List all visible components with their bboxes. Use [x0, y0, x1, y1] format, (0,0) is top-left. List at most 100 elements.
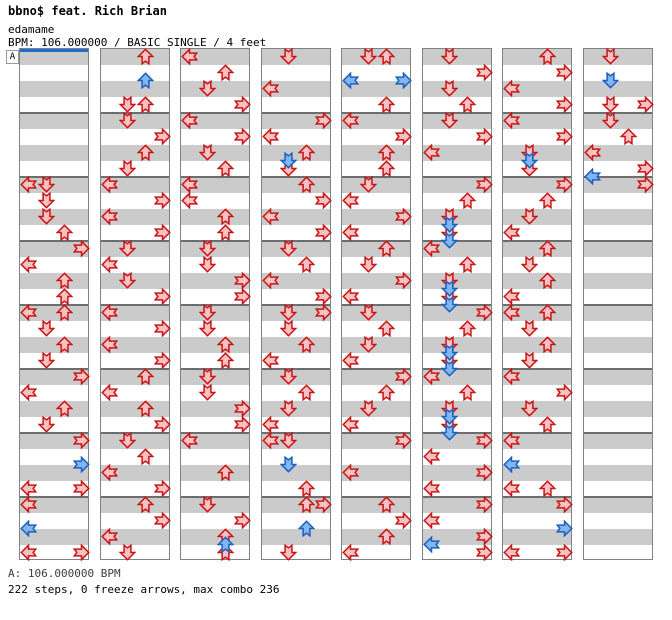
red-down-arrow-icon — [198, 496, 216, 513]
red-down-arrow-icon — [520, 208, 538, 225]
red-down-arrow-icon — [198, 320, 216, 337]
measure-line — [423, 112, 491, 114]
red-right-arrow-icon — [73, 432, 90, 449]
red-up-arrow-icon — [55, 400, 73, 417]
measure-line — [181, 112, 249, 114]
measure-line — [503, 240, 571, 242]
red-right-arrow-icon — [556, 544, 573, 561]
measure-line — [342, 112, 410, 114]
blue-down-arrow-icon — [279, 456, 297, 473]
measure-line — [20, 496, 88, 498]
red-left-arrow-icon — [342, 544, 360, 561]
measure-line — [181, 304, 249, 306]
red-right-arrow-icon — [395, 432, 412, 449]
red-down-arrow-icon — [601, 112, 619, 129]
red-up-arrow-icon — [55, 224, 73, 241]
red-down-arrow-icon — [118, 272, 136, 289]
bpm-marker-label: A — [6, 50, 19, 64]
red-right-arrow-icon — [315, 288, 332, 305]
blue-left-arrow-icon — [584, 168, 602, 185]
red-up-arrow-icon — [297, 256, 315, 273]
red-left-arrow-icon — [423, 480, 441, 497]
measure-line — [584, 176, 652, 178]
chart-column-8 — [583, 48, 653, 560]
red-right-arrow-icon — [476, 432, 493, 449]
red-right-arrow-icon — [234, 128, 251, 145]
red-right-arrow-icon — [556, 64, 573, 81]
red-up-arrow-icon — [538, 48, 556, 65]
red-down-arrow-icon — [37, 208, 55, 225]
footer-bpm-line: A: 106.000000 BPM — [8, 567, 121, 580]
red-down-arrow-icon — [359, 176, 377, 193]
red-right-arrow-icon — [476, 176, 493, 193]
red-left-arrow-icon — [262, 128, 280, 145]
red-left-arrow-icon — [101, 528, 119, 545]
red-up-arrow-icon — [136, 96, 154, 113]
red-left-arrow-icon — [181, 176, 199, 193]
measure-line — [262, 368, 330, 370]
red-up-arrow-icon — [538, 416, 556, 433]
blue-down-arrow-icon — [520, 152, 538, 169]
measure-line — [503, 304, 571, 306]
blue-down-arrow-icon — [440, 216, 458, 233]
red-down-arrow-icon — [198, 384, 216, 401]
red-right-arrow-icon — [556, 96, 573, 113]
red-right-arrow-icon — [395, 272, 412, 289]
red-right-arrow-icon — [476, 464, 493, 481]
red-up-arrow-icon — [136, 144, 154, 161]
blue-up-arrow-icon — [136, 72, 154, 89]
red-right-arrow-icon — [234, 400, 251, 417]
blue-down-arrow-icon — [279, 152, 297, 169]
red-down-arrow-icon — [440, 112, 458, 129]
red-up-arrow-icon — [619, 128, 637, 145]
red-down-arrow-icon — [37, 320, 55, 337]
red-right-arrow-icon — [556, 496, 573, 513]
red-left-arrow-icon — [262, 352, 280, 369]
red-left-arrow-icon — [20, 384, 38, 401]
red-down-arrow-icon — [520, 320, 538, 337]
measure-line — [262, 240, 330, 242]
red-up-arrow-icon — [297, 384, 315, 401]
red-right-arrow-icon — [637, 160, 654, 177]
red-left-arrow-icon — [262, 416, 280, 433]
red-up-arrow-icon — [55, 336, 73, 353]
red-right-arrow-icon — [234, 416, 251, 433]
red-left-arrow-icon — [181, 192, 199, 209]
red-up-arrow-icon — [458, 384, 476, 401]
red-left-arrow-icon — [503, 304, 521, 321]
measure-line — [503, 112, 571, 114]
red-up-arrow-icon — [377, 528, 395, 545]
red-right-arrow-icon — [154, 320, 171, 337]
measure-line — [584, 112, 652, 114]
red-right-arrow-icon — [73, 480, 90, 497]
measure-line — [20, 432, 88, 434]
red-down-arrow-icon — [198, 240, 216, 257]
red-up-arrow-icon — [55, 272, 73, 289]
red-left-arrow-icon — [181, 112, 199, 129]
red-down-arrow-icon — [279, 240, 297, 257]
blue-down-arrow-icon — [440, 360, 458, 377]
measure-line — [262, 176, 330, 178]
measure-line — [262, 304, 330, 306]
red-right-arrow-icon — [476, 544, 493, 561]
red-left-arrow-icon — [20, 544, 38, 561]
measure-line — [181, 176, 249, 178]
chart-column-2 — [100, 48, 170, 560]
red-up-arrow-icon — [538, 480, 556, 497]
red-down-arrow-icon — [279, 368, 297, 385]
red-right-arrow-icon — [73, 368, 90, 385]
red-up-arrow-icon — [538, 272, 556, 289]
measure-line — [584, 368, 652, 370]
red-right-arrow-icon — [234, 288, 251, 305]
red-left-arrow-icon — [101, 336, 119, 353]
blue-up-arrow-icon — [216, 536, 234, 553]
red-left-arrow-icon — [503, 544, 521, 561]
measure-line — [101, 112, 169, 114]
red-up-arrow-icon — [136, 48, 154, 65]
measure-line — [342, 240, 410, 242]
red-down-arrow-icon — [279, 320, 297, 337]
red-down-arrow-icon — [440, 80, 458, 97]
red-left-arrow-icon — [503, 80, 521, 97]
red-up-arrow-icon — [136, 400, 154, 417]
red-right-arrow-icon — [476, 128, 493, 145]
